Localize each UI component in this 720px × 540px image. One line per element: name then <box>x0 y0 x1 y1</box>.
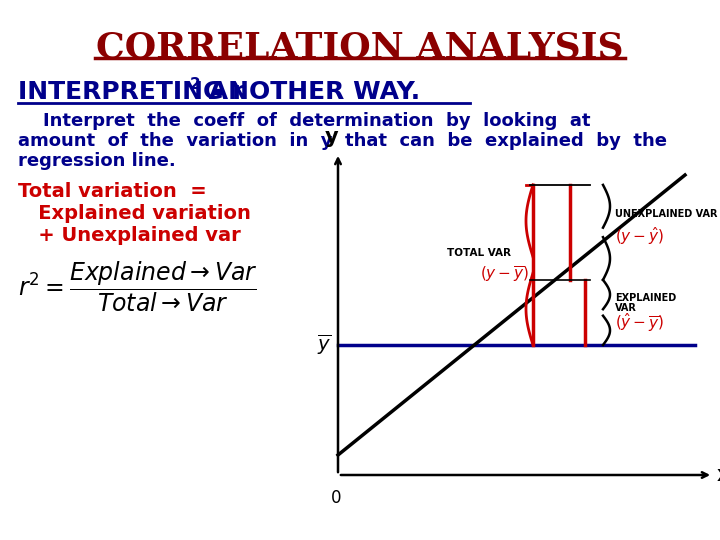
Text: Explained variation: Explained variation <box>18 204 251 223</box>
Text: $(y-\overline{y})$: $(y-\overline{y})$ <box>480 265 529 285</box>
Text: Interpret  the  coeff  of  determination  by  looking  at: Interpret the coeff of determination by … <box>18 112 590 130</box>
Text: $\overline{y}$: $\overline{y}$ <box>317 333 331 357</box>
Text: $(y - \hat{y})$: $(y - \hat{y})$ <box>615 225 665 247</box>
Text: 2: 2 <box>190 77 201 92</box>
Text: y: y <box>325 127 339 147</box>
Text: VAR: VAR <box>615 303 637 313</box>
Text: INTERPRETING r: INTERPRETING r <box>18 80 245 104</box>
Text: $r^2 = \dfrac{Explained \rightarrow Var}{Total \rightarrow Var}$: $r^2 = \dfrac{Explained \rightarrow Var}… <box>18 260 258 314</box>
Text: Total variation  =: Total variation = <box>18 182 207 201</box>
Text: TOTAL VAR: TOTAL VAR <box>447 248 511 258</box>
Text: ANOTHER WAY.: ANOTHER WAY. <box>200 80 420 104</box>
Text: amount  of  the  variation  in  y  that  can  be  explained  by  the: amount of the variation in y that can be… <box>18 132 667 150</box>
Text: + Unexplained var: + Unexplained var <box>18 226 240 245</box>
Text: CORRELATION ANALYSIS: CORRELATION ANALYSIS <box>96 30 624 64</box>
Text: $(\hat{y} - \overline{y})$: $(\hat{y} - \overline{y})$ <box>615 312 665 334</box>
Text: x: x <box>717 465 720 485</box>
Text: EXPLAINED: EXPLAINED <box>615 293 676 303</box>
Text: 0: 0 <box>330 489 341 507</box>
Text: regression line.: regression line. <box>18 152 176 170</box>
Text: UNEXPLAINED VAR: UNEXPLAINED VAR <box>615 210 718 219</box>
